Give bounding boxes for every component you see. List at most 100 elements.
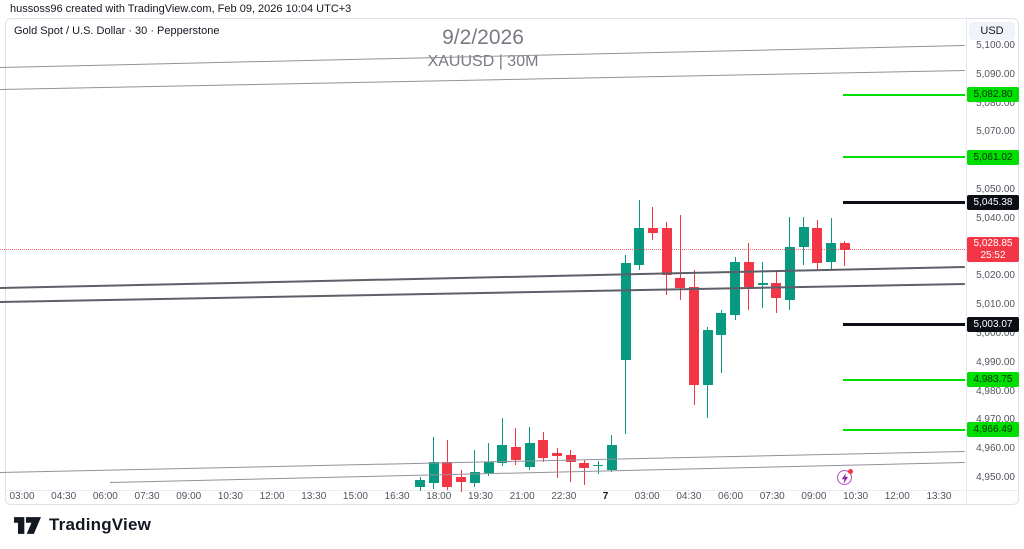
day-marker-label: 7 [602,491,609,502]
time-tick-label: 10:30 [843,491,869,502]
chart-plot-area[interactable] [0,0,966,492]
candle [552,453,562,456]
candle [702,330,713,386]
candle [538,440,549,458]
price-axis[interactable]: 4,950.00 4,960.00 4,970.00 4,980.00 4,990.00… [967,18,1024,490]
candle-wick [488,443,489,477]
candle [689,286,699,386]
price-tick-label: 5,080.00 [976,97,1015,109]
time-tick-label: 07:30 [134,491,160,502]
candle [579,462,590,469]
price-level-line[interactable] [843,428,965,431]
candle-wick [762,261,763,308]
candle [798,227,809,247]
candle-wick [556,447,558,479]
price-level-label[interactable]: 5,061.02 [967,149,1019,165]
economic-event-icon[interactable] [837,469,853,485]
current-price-value: 5,028.85 [973,238,1013,250]
candle-wick [679,214,681,300]
time-axis-separator [6,490,1018,491]
time-tick-label: 12:00 [884,491,910,502]
candle-wick [597,460,599,475]
time-tick-label: 03:00 [9,491,35,502]
candle [483,462,494,473]
time-tick-label: 13:30 [301,491,327,502]
candle [784,246,795,300]
price-tick-label: 5,040.00 [976,212,1015,224]
candle [428,462,439,484]
time-tick-label: 07:30 [759,491,785,502]
candle [524,443,535,467]
candle [469,472,480,484]
candle [743,261,754,287]
candle [771,282,782,298]
candle-wick [501,417,503,467]
time-tick-label: 16:30 [384,491,410,502]
price-level-line[interactable] [843,378,965,381]
time-tick-label: 15:00 [342,491,368,502]
price-tick-label: 4,960.00 [976,443,1015,455]
lightning-bolt-icon [841,472,849,484]
price-level-line[interactable] [843,93,965,96]
price-level-label[interactable]: 5,082.80 [967,87,1019,103]
time-tick-label: 04:30 [676,491,702,502]
trendline-drawing[interactable] [0,45,966,69]
time-tick-label: 09:00 [801,491,827,502]
time-tick-label: 06:00 [92,491,118,502]
attribution-text: hussoss96 created with TradingView.com, … [10,3,352,15]
candle-wick [583,460,585,486]
tradingview-logo-text: TradingView [49,515,152,534]
price-level-label[interactable]: 5,003.07 [967,316,1019,332]
candle [510,447,521,460]
price-tick-label: 4,980.00 [976,385,1015,397]
time-tick-label: 06:00 [718,491,744,502]
price-tick-label: 4,990.00 [976,356,1015,368]
price-level-label[interactable]: 4,966.49 [967,422,1019,437]
candle [620,263,631,361]
candle-wick [515,428,517,465]
price-tick-label: 4,970.00 [976,414,1015,426]
candle [415,480,425,488]
time-tick-label: 13:30 [926,491,952,502]
time-tick-label: 21:00 [509,491,535,502]
price-tick-label: 5,020.00 [976,270,1015,282]
candle-wick [652,206,654,240]
price-level-label[interactable]: 4,983.75 [967,372,1019,388]
footer-logo[interactable]: TradingView [14,513,151,537]
bar-countdown: 25:52 [980,250,1006,262]
time-tick-label: 22:30 [551,491,577,502]
candle [634,227,645,266]
candle-wick [570,449,572,482]
time-tick-label: 09:00 [176,491,202,502]
currency-button[interactable]: USD [969,22,1015,40]
time-tick-label: 03:00 [634,491,660,502]
candle [839,242,850,250]
time-tick-label: 04:30 [51,491,77,502]
candle [826,242,836,262]
candle [675,277,686,289]
price-tick-label: 5,090.00 [976,68,1015,80]
candle [456,477,467,482]
time-tick-label: 12:00 [259,491,285,502]
candle-wick [844,240,846,267]
trendline-drawing[interactable] [0,70,965,91]
trendline-drawing[interactable] [0,283,966,303]
time-axis[interactable]: 03:00 04:30 06:00 07:30 09:00 10:30 12:00 13:30… [0,491,966,505]
candle [606,445,617,471]
price-level-line[interactable] [843,323,965,326]
current-price-line [0,249,965,251]
time-tick-label: 19:30 [467,491,493,502]
trendline-drawing[interactable] [0,451,966,474]
candle [716,313,727,335]
candle [661,227,672,276]
candle [757,282,768,285]
tradingview-logo-icon [14,516,41,534]
price-level-label[interactable]: 5,045.38 [967,194,1019,210]
candle [497,445,508,463]
price-level-line[interactable] [843,201,965,204]
price-level-line[interactable] [843,156,965,159]
price-tick-label: 5,010.00 [976,299,1015,311]
candle [812,227,823,263]
candle [593,464,604,467]
